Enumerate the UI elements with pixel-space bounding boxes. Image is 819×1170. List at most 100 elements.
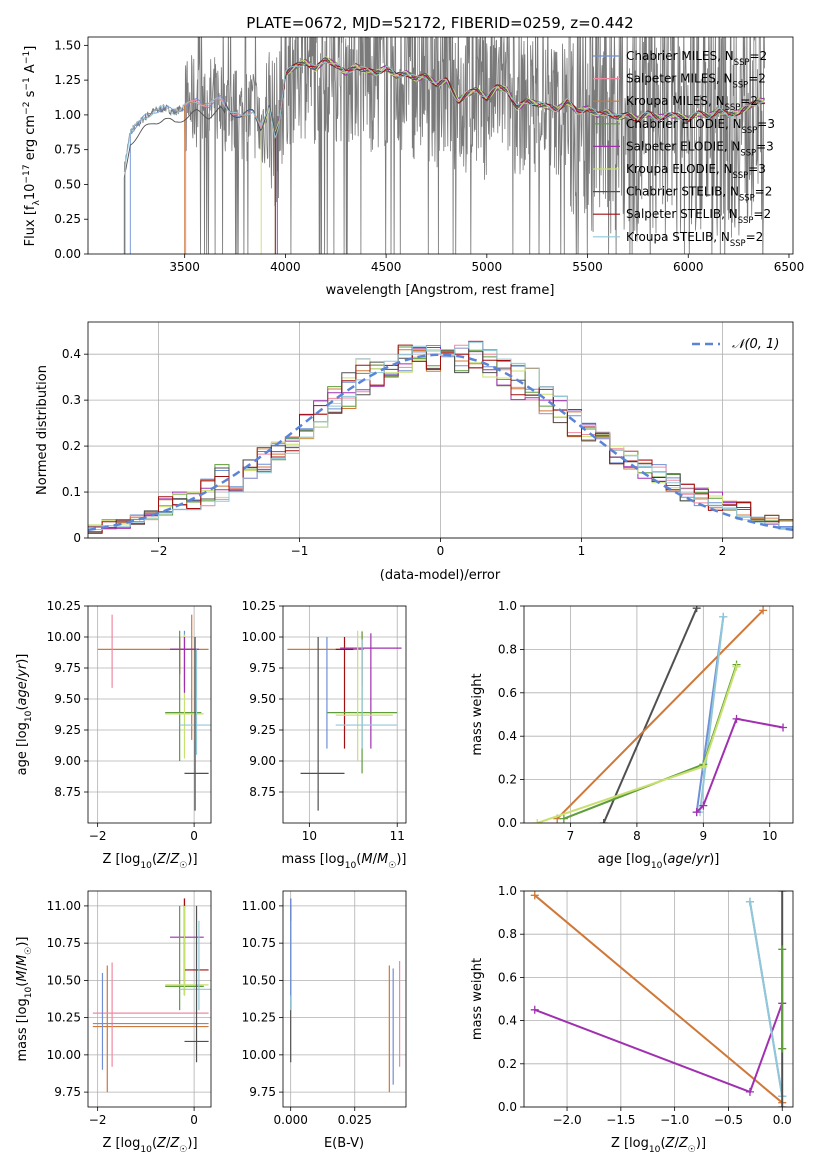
x-tick-label: −2.0 [552, 1113, 581, 1127]
y-tick-label: 1.50 [54, 38, 81, 52]
x-tick-label: −1.0 [660, 1113, 689, 1127]
weight-marker [745, 897, 754, 906]
y-axis-label: age [log10(age/yr)] [15, 654, 34, 776]
legend-label: Chabrier MILES, NSSP=2 [626, 49, 767, 67]
mass-vs-ebv-panel: 0.000 0.025 9.75 10.00 10.25 10.50 10.75 11.00 E… [242, 890, 407, 1151]
observed-spectrum-line [123, 37, 765, 254]
x-axis-label: (data-model)/error [380, 568, 501, 583]
x-tick-label: 2 [719, 544, 727, 558]
plot-area [123, 37, 766, 254]
y-tick-label: 0.3 [62, 393, 81, 407]
x-tick-label: 8 [633, 829, 641, 843]
axes-frame [87, 605, 212, 824]
weight-marker [732, 662, 741, 671]
y-tick-label: 9.75 [54, 661, 81, 675]
model-spectrum-line [124, 61, 765, 254]
weight-series-line [695, 717, 784, 813]
x-tick-label: −2 [89, 829, 107, 843]
y-tick-label: 10.25 [242, 599, 276, 613]
legend-label: Kroupa ELODIE, NSSP=3 [626, 162, 766, 180]
weight-marker [692, 808, 701, 817]
axes-frame [282, 890, 407, 1108]
y-tick-label: 0.4 [498, 729, 517, 743]
weight-marker [778, 891, 787, 895]
y-tick-label: 9.75 [54, 1085, 81, 1099]
y-tick-label: 0.8 [498, 927, 517, 941]
x-tick-label: −2 [150, 544, 168, 558]
plot-area [97, 614, 211, 811]
x-tick-label: 0.0 [773, 1113, 792, 1127]
error-bar-point [170, 637, 199, 693]
x-tick-label: 4500 [371, 260, 402, 274]
y-tick-label: 1.00 [54, 108, 81, 122]
y-tick-label: 11.00 [47, 899, 81, 913]
error-bar-point [335, 637, 354, 749]
weight-series-line [699, 616, 725, 813]
weight-marker [719, 612, 728, 621]
residuals-panel: −2 −1 0 1 2 0 0.1 0.2 0.3 0.4 𝒩(0, 1) (data-model)/… [35, 321, 794, 583]
x-tick-label: 1 [578, 544, 586, 558]
weight-marker [778, 945, 787, 954]
x-tick-label: −1.5 [606, 1113, 635, 1127]
x-tick-label: 5500 [572, 260, 603, 274]
y-tick-label: 0.0 [498, 1100, 517, 1114]
axes-frame [282, 605, 407, 824]
weight-series-line [556, 609, 764, 820]
x-tick-label: 9 [700, 829, 708, 843]
legend: Chabrier MILES, NSSP=2 Salpeter MILES, NS… [593, 49, 775, 248]
plot-area [533, 606, 788, 823]
y-tick-label: 10.25 [47, 1011, 81, 1025]
weight-marker [778, 1103, 787, 1107]
x-tick-label: 3500 [169, 260, 200, 274]
legend-label: Salpeter STELIB, NSSP=2 [626, 207, 771, 225]
weight-series-line [534, 894, 783, 1104]
y-tick-label: 10.50 [47, 973, 81, 987]
weight-marker [699, 762, 708, 771]
error-bar-point [340, 633, 402, 749]
y-tick-label: 10.00 [47, 1048, 81, 1062]
error-bar-point [184, 637, 209, 811]
axes-frame [523, 890, 794, 1108]
y-tick-label: 10.00 [242, 630, 276, 644]
weight-marker [745, 1087, 754, 1096]
legend-label: Salpeter MILES, NSSP=2 [626, 72, 766, 90]
weight-marker [732, 714, 741, 723]
legend-label: Chabrier ELODIE, NSSP=3 [626, 117, 775, 135]
y-tick-label: 0.8 [498, 642, 517, 656]
x-tick-label: 5000 [472, 260, 503, 274]
plot-area [287, 630, 402, 811]
weight-vs-age-panel: 7 8 9 10 0.0 0.2 0.4 0.6 0.8 1.0 age [log10(age/yr… [470, 599, 794, 871]
y-tick-label: 9.25 [54, 723, 81, 737]
x-tick-label: 4000 [270, 260, 301, 274]
y-axis-label: mass weight [470, 673, 485, 755]
error-bar-point [92, 962, 209, 1067]
y-tick-label: 9.50 [249, 692, 276, 706]
age-vs-mass-panel: 10 11 8.75 9.00 9.25 9.50 9.75 10.00 10.25 mass [… [242, 599, 407, 871]
x-tick-label: −0.5 [714, 1113, 743, 1127]
error-bar-point [184, 905, 209, 1063]
x-tick-label: 0.025 [338, 1113, 372, 1127]
y-tick-label: 0.00 [54, 247, 81, 261]
histogram-step [88, 341, 793, 530]
y-tick-label: 8.75 [54, 785, 81, 799]
x-axis-label: Z [log10(Z/Z☉)] [611, 1136, 706, 1155]
y-tick-label: 0.1 [62, 485, 81, 499]
age-vs-Z-panel: −2 0 8.75 9.00 9.25 9.50 9.75 10.00 10.25 Z [log1… [15, 599, 212, 871]
weight-series-line [749, 901, 784, 1097]
plot-area [530, 891, 787, 1107]
y-tick-label: 9.00 [249, 754, 276, 768]
error-bar-point [92, 972, 209, 1070]
y-tick-label: 9.00 [54, 754, 81, 768]
x-tick-label: −1 [291, 544, 309, 558]
y-tick-label: 0.6 [498, 970, 517, 984]
x-tick-label: 10 [302, 829, 317, 843]
legend-label: 𝒩(0, 1) [732, 337, 779, 352]
figure-title: PLATE=0672, MJD=52172, FIBERID=0259, z=0… [246, 14, 633, 32]
y-tick-label: 0.0 [498, 816, 517, 830]
y-tick-label: 0.50 [54, 177, 81, 191]
error-bar-point [300, 637, 345, 811]
x-axis-label: mass [log10(M/M☉)] [282, 852, 407, 871]
y-tick-label: 10.00 [242, 1048, 276, 1062]
x-axis-label: Z [log10(Z/Z☉)] [102, 852, 197, 871]
